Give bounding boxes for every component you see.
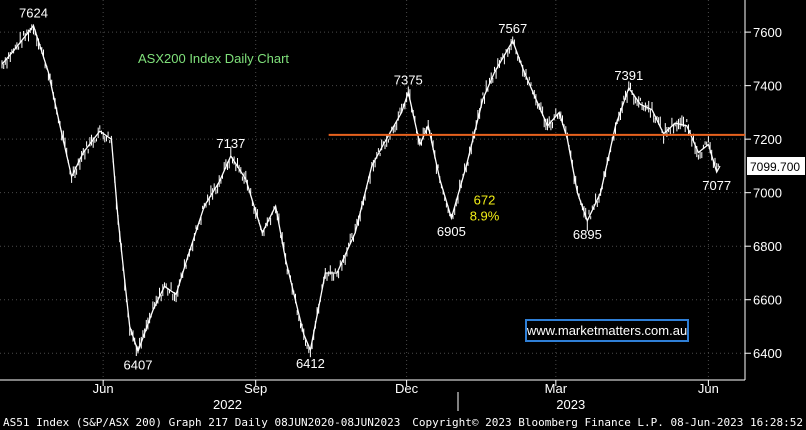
x-tick-label: Mar xyxy=(545,381,568,396)
y-tick-label: 7200 xyxy=(753,132,782,147)
annotation-label: 8.9% xyxy=(470,208,500,223)
y-tick-label: 7000 xyxy=(753,186,782,201)
watermark-box xyxy=(525,319,689,342)
y-axis-ticks: 6400 6600 6800 7000 7200 7400 7600 xyxy=(745,25,782,361)
annotation-label: 7375 xyxy=(394,72,423,87)
year-label: 2022 xyxy=(213,397,242,412)
footer-right: Copyright© 2023 Bloomberg Finance L.P. 0… xyxy=(412,416,803,429)
annotation-label: 6407 xyxy=(124,357,153,372)
annotation-label: 6895 xyxy=(573,227,602,242)
x-tick-label: Jun xyxy=(698,381,719,396)
y-tick-label: 6800 xyxy=(753,239,782,254)
year-label: 2023 xyxy=(556,397,585,412)
x-tick-label: Jun xyxy=(93,381,114,396)
annotation-label: 6905 xyxy=(437,224,466,239)
annotations: 7624 6407 7137 6412 7375 6905 7567 6895 7391 7077… xyxy=(19,6,731,373)
price-series xyxy=(1,24,721,358)
annotation-label: 7137 xyxy=(216,136,245,151)
footer-left: AS51 Index (S&P/ASX 200) Graph 217 Daily… xyxy=(3,416,400,429)
last-value-label: 7099.700 xyxy=(750,160,800,174)
y-tick-label: 6400 xyxy=(753,346,782,361)
annotation-label: 672 xyxy=(474,192,496,207)
x-tick-label: Sep xyxy=(244,381,267,396)
price-line xyxy=(1,24,721,354)
y-tick-label: 6600 xyxy=(753,293,782,308)
watermark-text: www.marketmatters.com.au xyxy=(526,323,687,338)
x-axis-ticks: Jun Sep Dec Mar Jun xyxy=(93,380,719,396)
grid xyxy=(0,0,745,380)
annotation-label: 6412 xyxy=(296,356,325,371)
year-labels: 2022 2023 xyxy=(213,392,585,412)
x-tick-label: Dec xyxy=(395,381,419,396)
annotation-label: 7624 xyxy=(19,6,48,21)
last-value-badge: 7099.700 xyxy=(747,156,805,175)
last-value-box xyxy=(747,156,805,175)
annotation-label: 7391 xyxy=(614,68,643,83)
watermark: www.marketmatters.com.au xyxy=(525,319,689,342)
annotation-label: 7567 xyxy=(498,21,527,36)
chart-title: ASX200 Index Daily Chart xyxy=(138,51,289,66)
y-tick-label: 7600 xyxy=(753,25,782,40)
y-tick-label: 7400 xyxy=(753,79,782,94)
annotation-label: 7077 xyxy=(702,178,731,193)
